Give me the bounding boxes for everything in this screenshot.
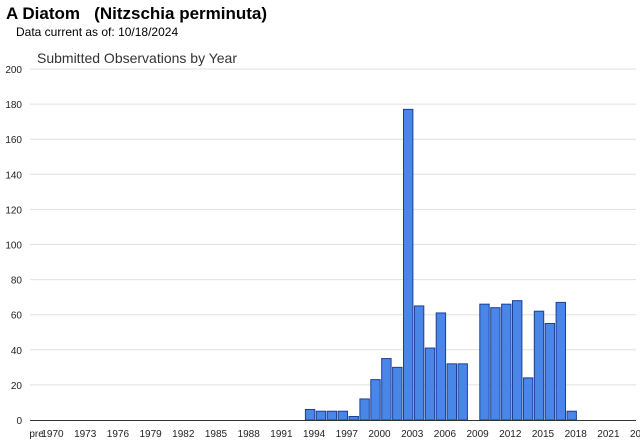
x-tick-label: 1979 — [139, 429, 162, 440]
bar-2005 — [424, 347, 436, 421]
bar-2008 — [457, 363, 468, 421]
y-tick-label: 120 — [5, 205, 22, 216]
y-tick-label: 20 — [11, 381, 23, 392]
x-tick-label: 2000 — [368, 429, 391, 440]
x-tick-label: 1970 — [41, 429, 64, 440]
bar-1997 — [337, 410, 349, 421]
bar-1996 — [326, 410, 338, 421]
y-tick-label: 60 — [11, 311, 23, 322]
y-tick-label: 140 — [5, 170, 22, 181]
y-axis-labels: 0 20 40 60 80 100 120 140 160 180 200 — [5, 65, 22, 427]
data-current-line: Data current as of: 10/18/2024 — [16, 25, 178, 39]
x-tick-label: 1988 — [238, 429, 261, 440]
x-tick-label: 2015 — [532, 429, 555, 440]
species-common-name: A Diatom — [6, 4, 80, 23]
y-tick-label: 180 — [5, 100, 22, 111]
x-tick-label: 2006 — [434, 429, 457, 440]
x-tick-label: 2021 — [597, 429, 620, 440]
bar-2000 — [370, 379, 381, 421]
x-tick-label: 2024 — [630, 429, 640, 440]
x-tick-label: 2003 — [401, 429, 424, 440]
bar-2006 — [435, 312, 447, 421]
x-tick-label: 2018 — [565, 429, 588, 440]
x-tick-label: 1997 — [336, 429, 359, 440]
bar-2007 — [446, 363, 458, 421]
y-tick-label: 200 — [5, 65, 22, 76]
bar-2018 — [566, 410, 577, 421]
data-current-date: 10/18/2024 — [118, 25, 179, 39]
x-tick-label: 2012 — [499, 429, 522, 440]
x-tick-label: 1973 — [74, 429, 97, 440]
x-tick-label: 2009 — [466, 429, 489, 440]
page-title: A Diatom (Nitzschia perminuta) — [6, 4, 267, 24]
y-tick-label: 80 — [11, 276, 23, 287]
bar-1994 — [304, 408, 316, 421]
bar-2002 — [392, 366, 403, 421]
bar-2017 — [555, 301, 566, 421]
bar-1995 — [315, 410, 327, 421]
bar-1999 — [359, 398, 370, 421]
bar-1998 — [348, 415, 359, 421]
chart-bars — [304, 108, 577, 421]
y-tick-label: 160 — [5, 135, 22, 146]
bar-2013 — [512, 300, 523, 421]
bar-2010 — [479, 303, 490, 421]
x-tick-label: pre — [29, 429, 44, 440]
chart-title: Submitted Observations by Year — [37, 50, 238, 66]
y-tick-label: 0 — [16, 416, 22, 427]
bar-2015 — [533, 310, 545, 421]
bar-2003 — [403, 108, 414, 421]
bar-2016 — [544, 322, 556, 421]
bar-2004 — [413, 305, 425, 421]
x-tick-label: 1994 — [303, 429, 326, 440]
bar-2001 — [381, 358, 392, 421]
y-tick-label: 40 — [11, 346, 23, 357]
x-tick-label: 1982 — [172, 429, 195, 440]
bar-2012 — [501, 303, 512, 421]
data-current-label: Data current as of: — [16, 25, 115, 39]
x-tick-label: 1976 — [107, 429, 130, 440]
bar-2014 — [522, 377, 534, 421]
y-tick-label: 100 — [5, 241, 22, 252]
species-latin-name: (Nitzschia perminuta) — [94, 4, 268, 23]
x-tick-label: 1985 — [205, 429, 228, 440]
x-tick-label: 1991 — [270, 429, 293, 440]
bar-2011 — [490, 307, 501, 421]
